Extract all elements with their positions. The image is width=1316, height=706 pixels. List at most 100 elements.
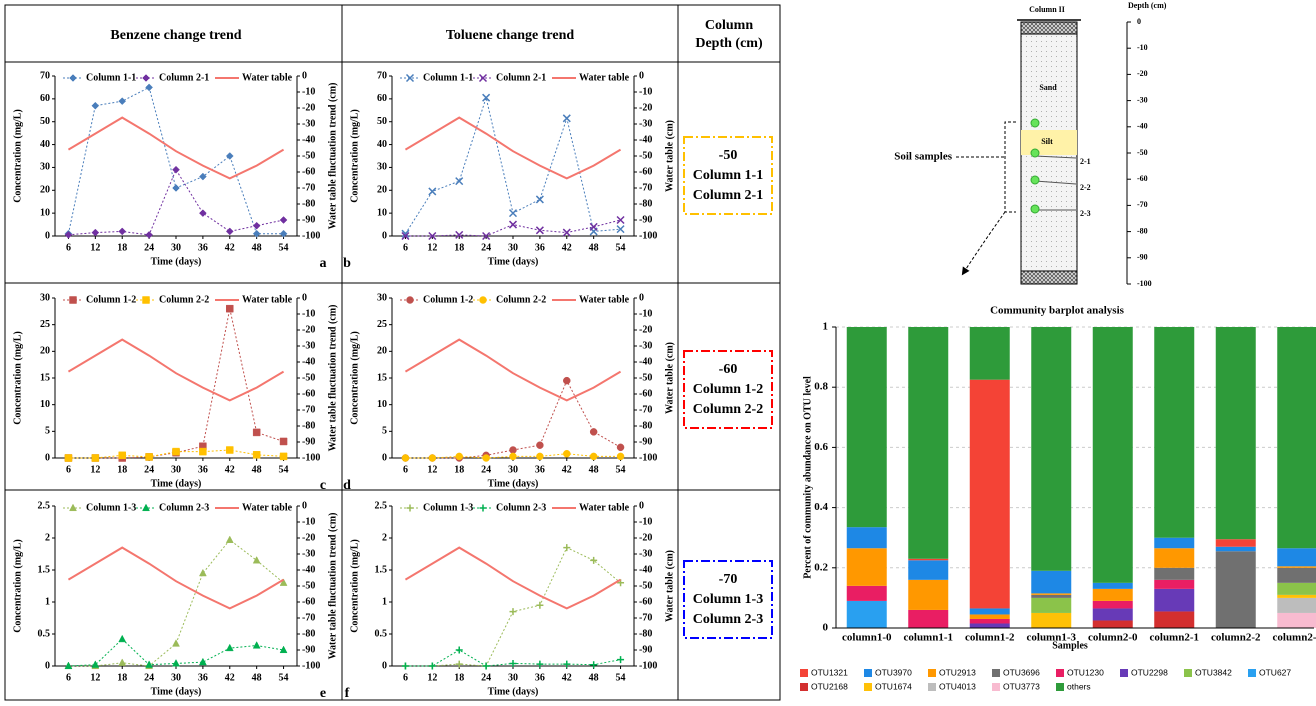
y2-tick-label: 0 bbox=[639, 500, 644, 511]
y2-tick-label: -80 bbox=[302, 420, 315, 431]
y2-tick-label: -100 bbox=[302, 452, 320, 463]
data-point bbox=[92, 229, 99, 236]
bar-segment bbox=[1093, 583, 1133, 589]
bar-segment bbox=[1093, 620, 1133, 628]
y2-tick-label: -70 bbox=[639, 404, 652, 415]
depth-box-text: Column 1-3 bbox=[693, 592, 763, 607]
y2-tick-label: -100 bbox=[639, 660, 657, 671]
y-tick-label: 70 bbox=[377, 70, 387, 81]
x-tick-label: column1-1 bbox=[904, 632, 954, 644]
bar-segment bbox=[1154, 538, 1194, 549]
legend-swatch bbox=[992, 683, 1000, 691]
legend-label: Column 2-3 bbox=[496, 502, 546, 513]
data-point bbox=[483, 455, 490, 462]
data-point bbox=[617, 656, 624, 663]
data-point bbox=[563, 377, 570, 384]
x-tick-label: 48 bbox=[252, 672, 262, 683]
y-tick-label: 0 bbox=[382, 452, 387, 463]
legend-swatch bbox=[928, 683, 936, 691]
bar-segment bbox=[908, 327, 948, 559]
bar-segment bbox=[908, 610, 948, 628]
y2-tick-label: -40 bbox=[302, 564, 315, 575]
bar-segment bbox=[1154, 568, 1194, 580]
bar-segment bbox=[908, 560, 948, 580]
x-tick-label: 30 bbox=[508, 242, 518, 253]
y-tick-label: 2 bbox=[45, 532, 50, 543]
y-tick-label: 0 bbox=[823, 622, 829, 634]
data-point bbox=[456, 661, 463, 668]
y-tick-label: 0 bbox=[45, 452, 50, 463]
x-tick-label: 36 bbox=[535, 672, 545, 683]
y-tick-label: 70 bbox=[40, 70, 50, 81]
bar-segment bbox=[970, 614, 1010, 619]
y2-tick-label: -30 bbox=[302, 118, 315, 129]
sample-label: 2-1 bbox=[1080, 157, 1091, 166]
x-tick-label: 18 bbox=[117, 672, 127, 683]
bar-segment bbox=[1277, 566, 1316, 568]
y2-tick-label: -30 bbox=[302, 548, 315, 559]
x-tick-label: 54 bbox=[616, 464, 626, 475]
series-line bbox=[68, 540, 283, 666]
data-point bbox=[173, 448, 180, 455]
y2-tick-label: -50 bbox=[302, 150, 315, 161]
bar-segment bbox=[1277, 548, 1316, 566]
bar-segment bbox=[1031, 593, 1071, 595]
y2-tick-label: -80 bbox=[639, 628, 652, 639]
depth-tick-label: -100 bbox=[1137, 279, 1152, 288]
x-tick-label: 42 bbox=[562, 672, 572, 683]
data-point bbox=[456, 453, 463, 460]
y2-tick-label: -50 bbox=[302, 372, 315, 383]
x-tick-label: 42 bbox=[225, 242, 235, 253]
data-point bbox=[563, 661, 570, 668]
y2-tick-label: -40 bbox=[639, 356, 652, 367]
column-title: Column II bbox=[1029, 5, 1065, 14]
x-tick-label: column2-1 bbox=[1150, 632, 1200, 644]
y-tick-label: 20 bbox=[40, 346, 50, 357]
bar-segment bbox=[847, 327, 887, 527]
series-line bbox=[405, 548, 620, 609]
depth-box-text: -50 bbox=[719, 148, 738, 163]
data-point bbox=[226, 644, 233, 651]
data-point bbox=[92, 455, 99, 462]
bar-segment bbox=[1093, 608, 1133, 620]
depth-box-text: -60 bbox=[719, 362, 738, 377]
sample-label: 2-2 bbox=[1080, 183, 1091, 192]
data-point bbox=[173, 185, 180, 192]
y-tick-label: 25 bbox=[40, 319, 50, 330]
bar-segment bbox=[908, 580, 948, 610]
data-point bbox=[119, 228, 126, 235]
x-axis-title: Time (days) bbox=[488, 256, 539, 267]
bar-segment bbox=[1154, 589, 1194, 612]
y2-tick-label: -100 bbox=[302, 660, 320, 671]
data-point bbox=[536, 196, 543, 203]
data-point bbox=[456, 178, 463, 185]
y-tick-label: 40 bbox=[377, 139, 387, 150]
axis-line bbox=[392, 506, 634, 666]
y2-tick-label: -80 bbox=[639, 420, 652, 431]
y-tick-label: 0.5 bbox=[375, 628, 388, 639]
y-tick-label: 60 bbox=[377, 93, 387, 104]
y2-tick-label: -40 bbox=[302, 134, 315, 145]
data-point bbox=[590, 428, 597, 435]
x-tick-label: 18 bbox=[117, 242, 127, 253]
y2-tick-label: 0 bbox=[302, 70, 307, 81]
y2-tick-label: -90 bbox=[639, 436, 652, 447]
y-tick-label: 30 bbox=[40, 162, 50, 173]
sample-point bbox=[1031, 119, 1039, 127]
y-tick-label: 1 bbox=[382, 596, 387, 607]
y-tick-label: 25 bbox=[377, 319, 387, 330]
y-tick-label: 30 bbox=[377, 162, 387, 173]
legend-label: Water table bbox=[579, 72, 630, 83]
y2-tick-label: -70 bbox=[302, 612, 315, 623]
axis-line bbox=[55, 298, 297, 458]
y-axis-title: Concentration (mg/L) bbox=[12, 331, 23, 425]
legend-swatch bbox=[864, 683, 872, 691]
legend-marker bbox=[143, 297, 150, 304]
data-point bbox=[199, 569, 206, 576]
table-header: Toluene change trend bbox=[446, 28, 575, 43]
x-axis-title: Time (days) bbox=[488, 478, 539, 489]
legend-label: Column 1-1 bbox=[423, 72, 473, 83]
bar-segment bbox=[847, 548, 887, 586]
x-tick-label: 30 bbox=[171, 672, 181, 683]
data-point bbox=[226, 228, 233, 235]
